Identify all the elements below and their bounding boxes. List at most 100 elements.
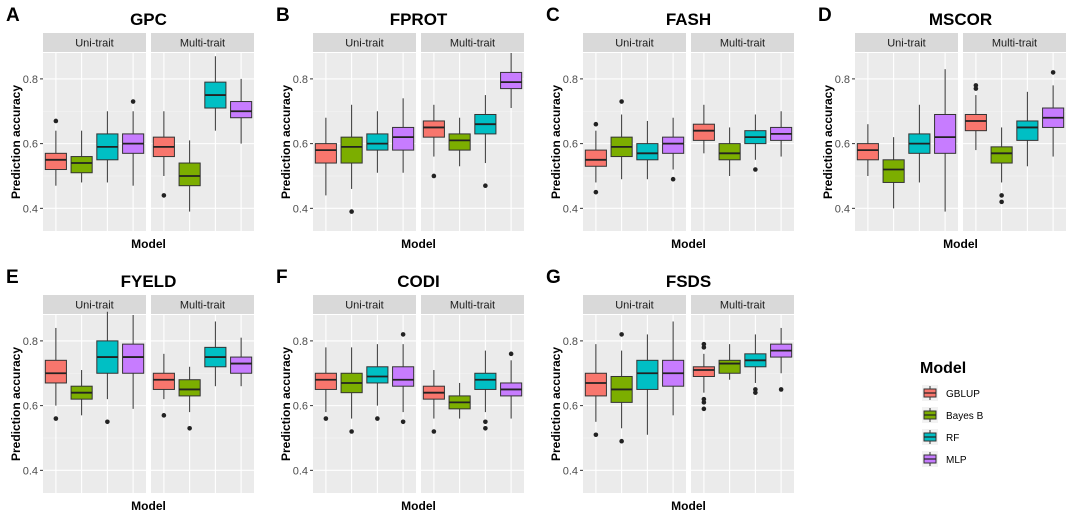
panel-fyeld: E FYELD Prediction accuracy Model 0.4 0.6 0.8 U… [6,267,254,513]
outlier-point [593,432,599,438]
outlier-point [701,341,707,347]
outlier-point [619,438,624,444]
outlier-point [349,209,354,214]
box-gblup [692,366,715,377]
legend: Model GBLUP Bayes B RF MLP [920,360,984,467]
box-mlp [392,366,415,387]
facet-background [313,315,416,493]
facet-strip [151,295,254,314]
outlier-point [349,429,354,434]
outlier-point [701,396,707,402]
y-tick-label: 0.8 [293,336,308,348]
box-rf [1016,120,1039,141]
box-bayes-b [990,146,1013,164]
y-tick-label: 0.6 [293,139,308,151]
legend-label: GBLUP [946,389,980,400]
box-bayes-b [718,143,741,161]
facet-strip-label: Uni-trait [345,38,384,50]
outlier-point [130,99,136,104]
outlier-point [593,189,599,195]
outlier-point [483,425,488,431]
outlier-point [187,425,192,431]
outlier-point [53,118,59,124]
outlier-point [508,351,514,357]
outlier-point [53,416,59,421]
facet-strip [421,33,524,52]
y-axis-title: Prediction accuracy [549,347,563,461]
outlier-point [593,121,599,127]
facet-strip-label: Multi-trait [180,38,225,50]
outlier-point [323,416,329,421]
panel-title: GPC [130,10,167,29]
panel-letter: E [6,267,19,288]
panel-title: FYELD [121,272,177,291]
y-tick-label: 0.6 [835,139,850,151]
box-gblup [964,113,987,132]
box-gblup [584,149,607,167]
outlier-point [431,429,437,434]
panel-title: MSCOR [929,10,992,29]
facet-strip [151,33,254,52]
facet-strip [313,295,416,314]
facet-strip [855,33,958,52]
outlier-point [619,332,624,337]
box-bayes-b [882,159,905,183]
outlier-point [778,387,784,392]
facet-strip-label: Uni-trait [75,38,114,50]
facet-background [963,53,1066,231]
facet-strip-label: Multi-trait [450,38,495,50]
outlier-point [1050,70,1056,75]
box-gblup [314,372,337,390]
y-tick-label: 0.4 [293,203,308,215]
facet-background [421,315,524,493]
y-axis-title: Prediction accuracy [821,85,835,199]
y-tick-label: 0.4 [563,465,578,477]
facet-strip [43,295,146,314]
box-rf [366,133,389,151]
y-tick-label: 0.4 [293,465,308,477]
panel-fprot: B FPROT Prediction accuracy Model 0.4 0.6 0.8 U… [276,5,524,251]
outlier-point [670,176,676,182]
facet-background [151,315,254,493]
facet-strip-label: Uni-trait [75,300,114,312]
panel-letter: C [546,5,560,26]
box-gblup [584,372,607,397]
panel-letter: B [276,5,290,26]
facet-strip-label: Uni-trait [345,300,384,312]
panel-letter: A [6,5,20,26]
y-tick-label: 0.6 [293,401,308,413]
y-axis-title: Prediction accuracy [9,85,23,199]
facet-strip-label: Uni-trait [615,300,654,312]
facet-strip [963,33,1066,52]
outlier-point [973,83,979,88]
y-tick-label: 0.8 [23,336,38,348]
facet-background [691,315,794,493]
box-mlp [662,136,685,154]
y-tick-label: 0.8 [835,74,850,86]
outlier-point [161,193,167,198]
facet-strip [43,33,146,52]
facet-strip [691,295,794,314]
facet-background [43,315,146,493]
outlier-point [701,406,707,412]
outlier-point [973,86,979,91]
y-tick-label: 0.6 [23,139,38,151]
box-bayes-b [70,156,93,174]
panel-fash: C FASH Prediction accuracy Model 0.4 0.6 0.8 Un… [546,5,794,251]
facet-strip-label: Multi-trait [720,38,765,50]
y-axis-title: Prediction accuracy [279,347,293,461]
box-gblup [692,123,715,141]
facet-strip-label: Uni-trait [615,38,654,50]
y-axis-title: Prediction accuracy [9,347,23,461]
box-rf [366,366,389,384]
box-rf [636,359,659,390]
facet-strip [421,295,524,314]
outlier-point [999,193,1004,198]
box-mlp [500,71,523,90]
y-axis-title: Prediction accuracy [549,85,563,199]
y-tick-label: 0.4 [23,203,38,215]
y-tick-label: 0.6 [563,139,578,151]
x-axis-title: Model [131,499,166,513]
facet-background [583,315,686,493]
